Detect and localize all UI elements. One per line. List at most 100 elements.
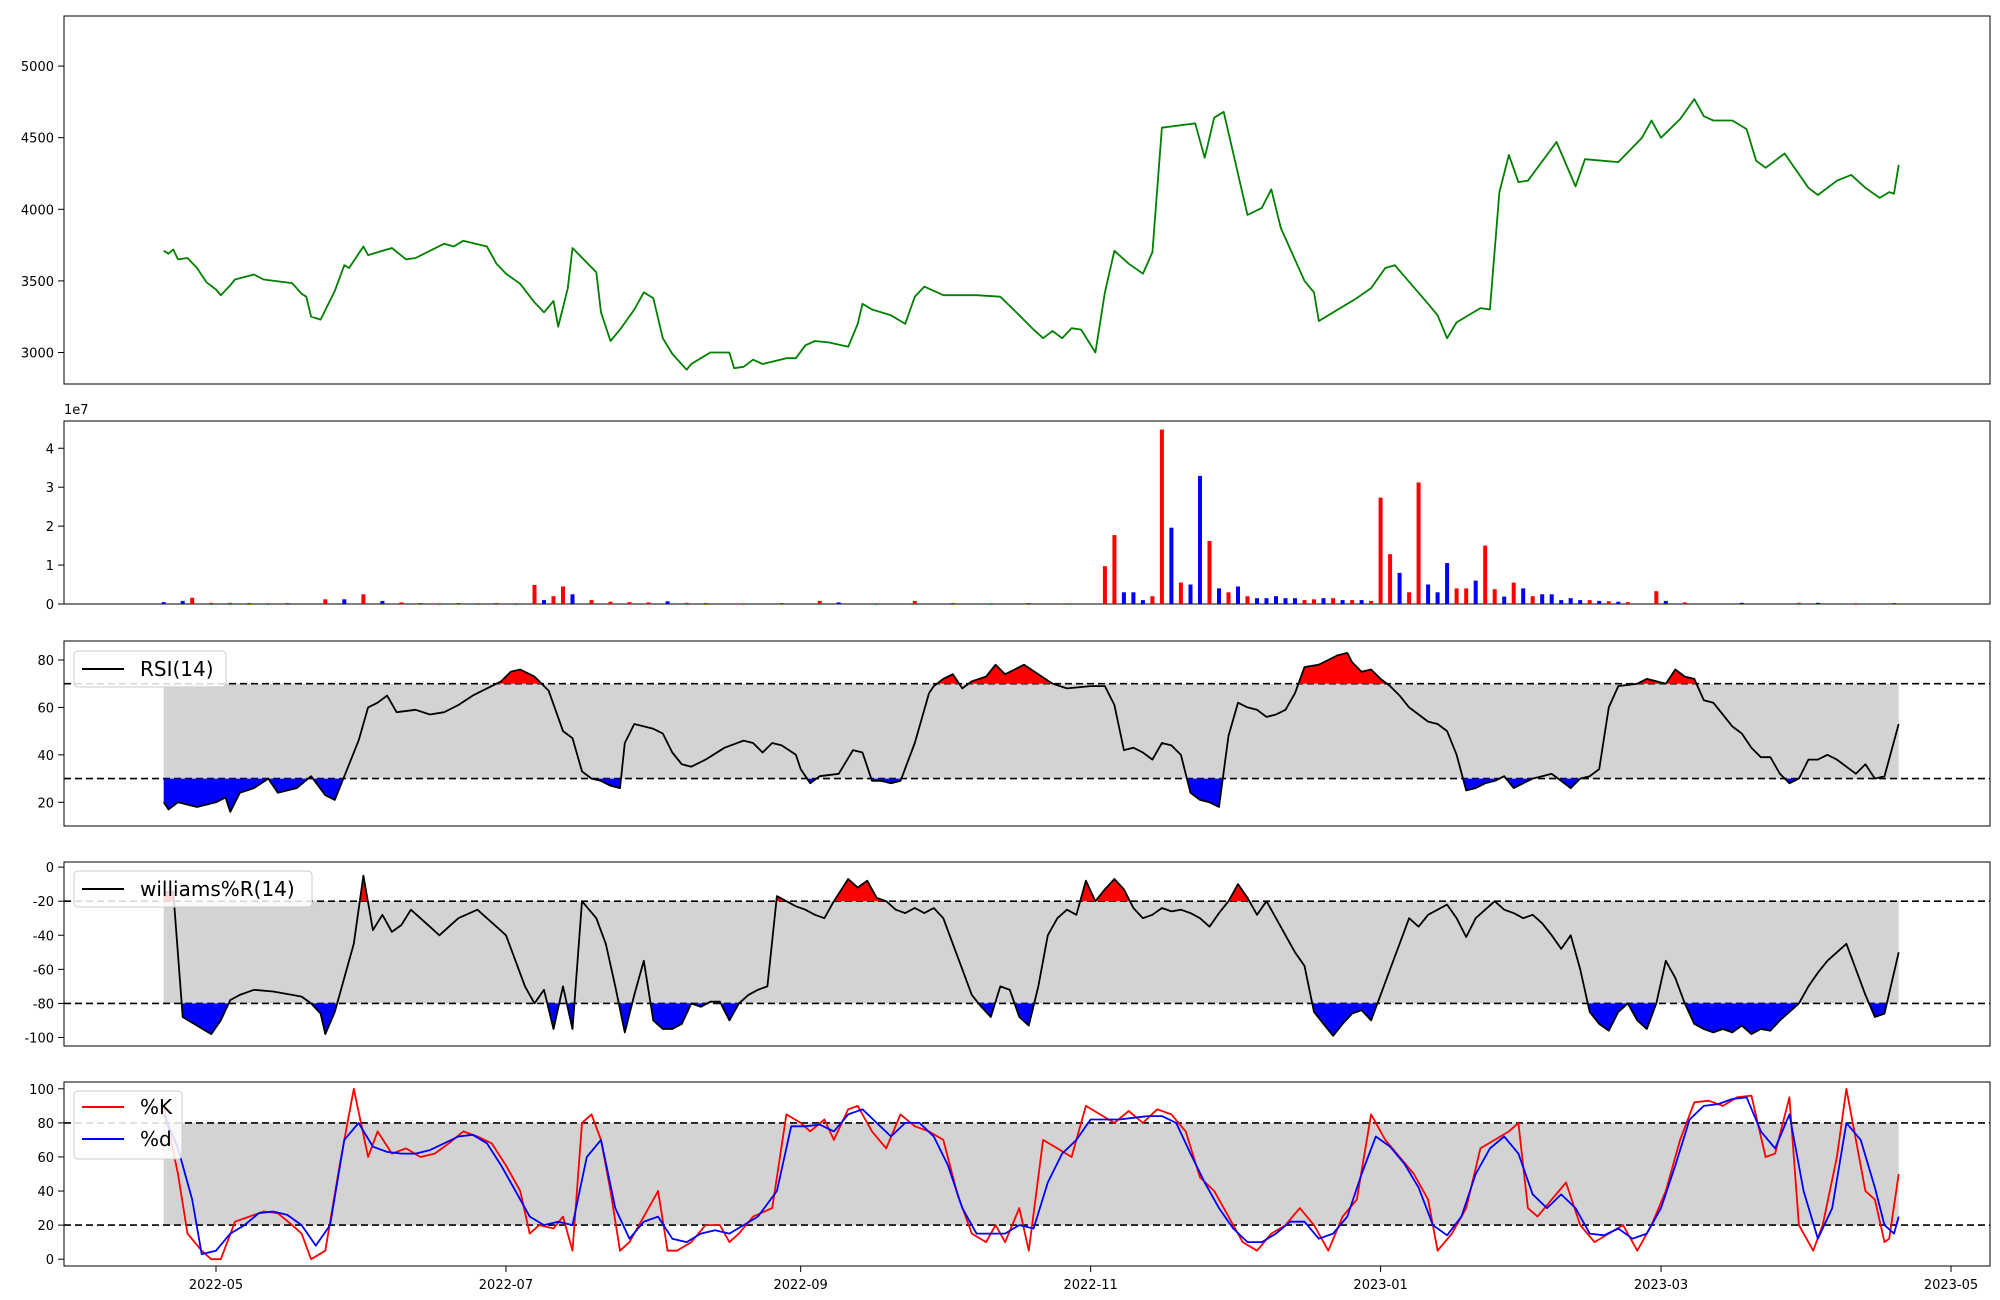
stochastic-d-line [162, 1096, 1900, 1255]
volume-bar [665, 601, 670, 604]
williams-ytick-label: -40 [33, 929, 54, 944]
rsi-ytick-label: 40 [37, 749, 54, 764]
williams-ytick-label: 0 [46, 861, 54, 876]
rsi-oversold-fill [163, 778, 269, 812]
volume-bar [551, 596, 556, 604]
rsi-overbought-fill [496, 669, 542, 684]
volume-bar [627, 602, 632, 604]
volume-bar [1312, 599, 1316, 604]
volume-bar [1521, 588, 1526, 604]
volume-bar [561, 586, 565, 604]
volume-bar [1625, 602, 1630, 604]
volume-bar [190, 597, 195, 604]
volume-bar [266, 603, 271, 604]
rsi-panel: 20 40 60 80 RSI(14) [37, 640, 1991, 827]
price-panel: 3000 3500 4000 4500 5000 [21, 15, 1991, 385]
williams-oversold-fill [978, 1003, 995, 1017]
volume-bar [1502, 596, 1507, 604]
volume-bar [161, 602, 166, 604]
volume-bar [1321, 598, 1326, 604]
x-axis: 2022-05 2022-07 2022-09 2022-11 2023-01 2023-… [189, 1266, 1978, 1293]
volume-ytick-label: 4 [46, 442, 54, 457]
price-yticks: 3000 3500 4000 4500 5000 [21, 60, 64, 361]
williams-oversold-fill [1684, 1003, 1799, 1035]
x-tick-label: 2022-09 [774, 1278, 828, 1293]
volume-exponent-label: 1e7 [64, 403, 89, 418]
stochastic-legend-label-d: %d [140, 1127, 172, 1151]
williams-oversold-fill [547, 1003, 560, 1029]
volume-bar [1397, 572, 1402, 604]
volume-bar [1207, 540, 1212, 604]
volume-bar [228, 602, 233, 604]
x-tick-label: 2022-05 [189, 1278, 243, 1293]
williams-overbought-fill [1228, 884, 1250, 902]
williams-ytick-label: -60 [33, 963, 54, 978]
rsi-neutral-band [163, 683, 1899, 779]
volume-bar [1796, 602, 1801, 604]
williams-overbought-fill [1080, 880, 1096, 902]
price-ytick-label: 3000 [21, 346, 54, 361]
volume-bar [988, 603, 993, 604]
volume-bar [361, 594, 366, 604]
rsi-line [162, 652, 1900, 813]
price-line [163, 98, 1900, 371]
volume-bar [1359, 600, 1364, 604]
volume-axes-frame [63, 420, 1991, 605]
volume-bar [1255, 598, 1259, 604]
volume-bar [703, 603, 708, 604]
volume-bar [1283, 598, 1288, 604]
volume-bar [912, 600, 917, 604]
volume-bar [1663, 600, 1668, 604]
williams-oversold-fill [618, 1003, 633, 1033]
volume-bar [836, 602, 841, 604]
volume-bar [1606, 601, 1611, 604]
volume-bar [1198, 475, 1202, 604]
williams-ytick-label: -20 [33, 895, 54, 910]
x-tick-label: 2023-01 [1353, 1278, 1407, 1293]
volume-bar [456, 603, 461, 604]
volume-yticks: 0 1 2 3 4 [46, 442, 64, 613]
rsi-legend-label: RSI(14) [140, 657, 214, 681]
volume-bar [1026, 603, 1031, 604]
volume-bar [1853, 603, 1858, 604]
stochastic-plot [64, 1087, 1990, 1261]
stochastic-ytick-label: 40 [37, 1185, 54, 1200]
volume-ytick-label: 1 [46, 559, 54, 574]
stochastic-ytick-label: 80 [37, 1117, 54, 1132]
williams-overbought-fill [359, 875, 368, 902]
volume-bar [1331, 598, 1336, 604]
rsi-oversold-fill [268, 778, 309, 793]
volume-bar [1892, 603, 1896, 604]
volume-bar [494, 603, 499, 604]
stochastic-ytick-label: 100 [29, 1083, 54, 1098]
volume-bar [1121, 592, 1126, 604]
volume-bar [209, 602, 214, 604]
volume-bar [684, 602, 689, 604]
volume-bar [1511, 582, 1516, 604]
rsi-ytick-label: 60 [37, 701, 54, 716]
volume-bar [532, 584, 537, 604]
volume-bar [779, 603, 784, 604]
volume-bar [247, 603, 252, 604]
price-ytick-label: 4000 [21, 203, 54, 218]
volume-bar [950, 603, 955, 604]
volume-bar [437, 603, 442, 604]
volume-bar [1340, 600, 1345, 604]
volume-bar [475, 603, 480, 604]
williams-panel: 0 -20 -40 -60 -80 -100 williams%R(14) [24, 861, 1991, 1047]
price-axes-frame [63, 15, 1991, 385]
volume-bar [1274, 596, 1278, 604]
volume-bar [1140, 600, 1145, 604]
rsi-ytick-label: 20 [37, 796, 54, 811]
x-tick-label: 2023-03 [1634, 1278, 1688, 1293]
volume-bar [1264, 598, 1269, 604]
volume-bar [1102, 566, 1107, 604]
volume-bar [1407, 592, 1412, 604]
price-ytick-label: 3500 [21, 275, 54, 290]
volume-bar [542, 600, 546, 604]
volume-bar [1568, 598, 1573, 604]
volume-bar [1159, 429, 1164, 604]
volume-bar [1245, 596, 1250, 604]
volume-bar [1388, 554, 1393, 604]
volume-plot [161, 429, 1896, 604]
